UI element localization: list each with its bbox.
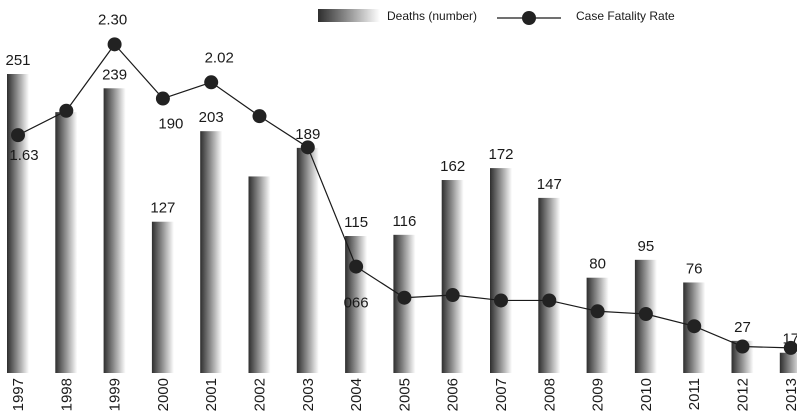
x-tick-2000: 2000: [155, 378, 172, 411]
x-tick-1998: 1998: [58, 378, 75, 411]
bar-2008: [538, 197, 561, 373]
bar-2002: [248, 176, 271, 373]
bar-value-label-1999: 239: [102, 66, 127, 83]
bar-value-label-2001: 203: [199, 109, 224, 126]
cfr-marker-2013: [783, 340, 797, 355]
cfr-value-label-2001: 2.02: [205, 49, 234, 66]
bar-value-label-2003: 189: [295, 126, 320, 143]
bar-value-label-2011: 76: [686, 260, 703, 277]
cfr-marker-2004: [349, 259, 364, 274]
bar-value-label-2006: 162: [440, 158, 465, 175]
cfr-value-label-2000: 190: [158, 116, 183, 133]
cfr-marker-1997: [11, 128, 25, 143]
x-tick-2008: 2008: [541, 378, 558, 411]
bar-2003: [296, 147, 319, 373]
legend-bar-swatch: [318, 9, 380, 22]
cfr-marker-2001: [204, 75, 219, 90]
cfr-marker-2012: [735, 339, 750, 354]
cfr-marker-2008: [542, 293, 557, 308]
cfr-marker-2006: [445, 288, 460, 303]
bar-1997: [7, 74, 29, 373]
cfr-marker-2003: [300, 140, 315, 155]
bar-value-label-1997: 251: [5, 52, 30, 69]
cfr-marker-2010: [638, 306, 653, 321]
x-tick-2011: 2011: [686, 378, 703, 410]
legend-marker-swatch: [522, 11, 536, 25]
x-tick-2009: 2009: [590, 378, 607, 411]
bar-2001: [200, 131, 223, 373]
cfr-marker-2000: [155, 91, 170, 106]
cfr-marker-2011: [687, 319, 702, 334]
cfr-marker-1999: [107, 37, 122, 52]
cfr-marker-1998: [59, 103, 74, 118]
x-tick-2007: 2007: [493, 378, 510, 411]
x-tick-1999: 1999: [107, 378, 124, 411]
x-tick-2013: 2013: [783, 378, 797, 411]
x-tick-2002: 2002: [252, 378, 269, 411]
legend-label-cfr: Case Fatality Rate: [576, 9, 675, 23]
bar-value-label-2000: 127: [150, 200, 175, 217]
cfr-marker-2005: [397, 290, 412, 305]
bar-value-label-2008: 147: [537, 176, 562, 193]
legend: Deaths (number) Case Fatality Rate: [318, 9, 675, 25]
bar-value-label-2004: 115: [344, 214, 368, 231]
legend-label-deaths: Deaths (number): [387, 9, 477, 23]
cfr-value-label-2004: 066: [344, 295, 369, 312]
bar-1998: [55, 112, 78, 374]
bar-2000: [151, 221, 174, 373]
bar-2007: [490, 168, 512, 373]
cfr-marker-2009: [590, 304, 605, 319]
cfr-marker-2002: [252, 109, 267, 124]
bar-value-label-2012: 27: [734, 319, 751, 336]
x-tick-1997: 1997: [10, 378, 27, 411]
bar-2013: [779, 352, 797, 373]
x-tick-2006: 2006: [445, 378, 462, 411]
bar-value-label-2005: 116: [392, 213, 416, 230]
bar-value-label-2010: 95: [638, 238, 655, 255]
bar-1999: [103, 88, 126, 373]
cfr-value-label-1999: 2.30: [98, 11, 127, 28]
x-tick-2005: 2005: [396, 378, 413, 411]
bar-value-label-2009: 80: [589, 256, 606, 273]
cfr-markers: [11, 37, 797, 355]
bar-2006: [441, 180, 464, 373]
cfr-value-label-1997: 1.63: [9, 147, 38, 164]
x-tick-2003: 2003: [300, 378, 317, 411]
cfr-marker-2007: [494, 293, 508, 308]
x-tick-2004: 2004: [348, 378, 365, 411]
x-tick-2012: 2012: [735, 378, 752, 411]
x-tick-2001: 2001: [203, 378, 220, 411]
x-tick-2010: 2010: [638, 378, 655, 411]
x-axis-ticks: 1997 1998 1999 2000 2001 2002 2003 2004 2005 2006…: [10, 378, 797, 411]
bar-value-label-2007: 172: [488, 146, 513, 163]
bar-2009: [586, 277, 609, 373]
